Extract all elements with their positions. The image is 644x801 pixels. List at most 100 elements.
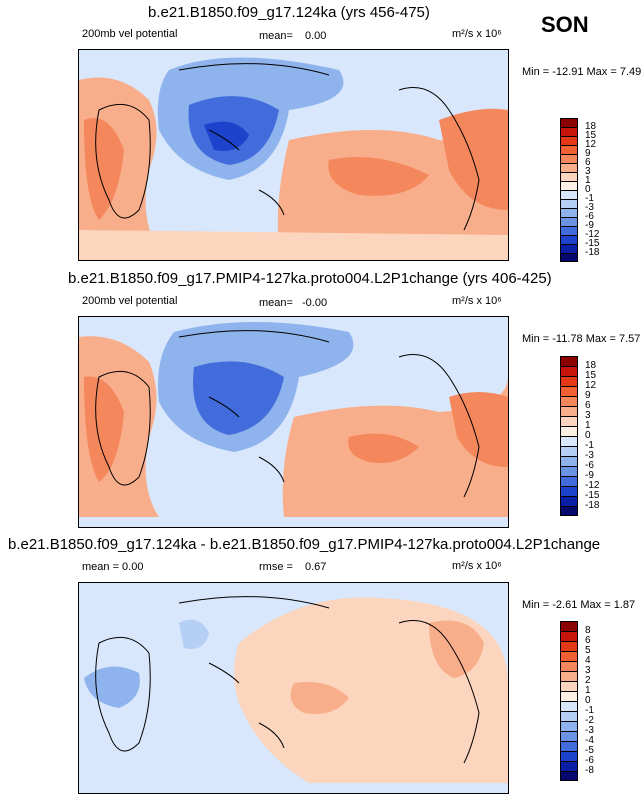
color-swatch — [560, 172, 578, 181]
panel-1-units: m²/s x 10⁶ — [452, 28, 502, 40]
panel-2-map-svg — [79, 317, 508, 527]
panel-2-minmax: Min = -11.78 Max = 7.57 — [522, 333, 641, 345]
colorbar-tick-label: 3 — [585, 166, 591, 177]
maritime-negative-center — [204, 121, 249, 151]
color-swatch — [560, 118, 578, 127]
color-swatch — [560, 217, 578, 226]
panel-1-minmax: Min = -12.91 Max = 7.49 — [522, 66, 642, 78]
colorbar-tick-label: 12 — [585, 380, 597, 391]
southern-positive-band — [79, 230, 508, 260]
colorbar-tick-label: -9 — [585, 220, 594, 231]
maritime-negative-core — [193, 361, 284, 435]
color-swatch — [560, 761, 578, 771]
panel-2-field-label: 200mb vel potential — [82, 295, 178, 307]
colorbar-tick-label: -5 — [585, 745, 594, 756]
coastlines — [95, 63, 480, 231]
colorbar-tick-label: -15 — [585, 238, 600, 249]
colorbar-tick-label: 0 — [585, 430, 591, 441]
colorbar-tick-label: -1 — [585, 193, 594, 204]
panel-2-map — [78, 316, 509, 528]
color-swatch — [560, 145, 578, 154]
colorbar-tick-label: -12 — [585, 229, 600, 240]
color-swatch — [560, 426, 578, 436]
colorbar-tick-label: 4 — [585, 655, 591, 666]
color-swatch — [560, 163, 578, 172]
color-swatch — [560, 731, 578, 741]
color-swatch — [560, 751, 578, 761]
colorbar-tick-label: 9 — [585, 148, 591, 159]
colorbar-tick-label: 8 — [585, 625, 591, 636]
colorbar-tick-label: -6 — [585, 460, 594, 471]
color-swatch — [560, 681, 578, 691]
colorbar-tick-label: 1 — [585, 175, 591, 186]
color-swatch — [560, 711, 578, 721]
colorbar-tick-label: 1 — [585, 420, 591, 431]
colorbar-tick-label: 6 — [585, 400, 591, 411]
colorbar-tick-label: -6 — [585, 755, 594, 766]
color-swatch — [560, 631, 578, 641]
color-swatch — [560, 386, 578, 396]
color-swatch — [560, 208, 578, 217]
panel-3-units: m²/s x 10⁶ — [452, 560, 502, 572]
color-swatch — [560, 456, 578, 466]
panel-3-minmax: Min = -2.61 Max = 1.87 — [522, 599, 636, 611]
color-swatch — [560, 506, 578, 516]
colorbar-tick-label: 1 — [585, 685, 591, 696]
colorbar-tick-label: 15 — [585, 130, 597, 141]
color-swatch — [560, 771, 578, 781]
coastlines — [95, 330, 480, 498]
pacific-positive-core — [348, 433, 419, 463]
color-swatch — [560, 416, 578, 426]
colorbar-tick-label: -6 — [585, 211, 594, 222]
color-swatch — [560, 253, 578, 262]
atlantic-positive-core — [439, 108, 508, 210]
color-swatch — [560, 446, 578, 456]
color-swatch — [560, 661, 578, 671]
panel-1-field-label: 200mb vel potential — [82, 28, 178, 40]
panel-3-rmse-value: 0.67 — [305, 561, 327, 573]
colorbar-tick-label: 18 — [585, 360, 597, 371]
color-swatch — [560, 190, 578, 199]
panel-1-map-svg — [79, 50, 508, 260]
color-swatch — [560, 181, 578, 190]
colorbar-tick-label: -3 — [585, 202, 594, 213]
africa-positive-core — [84, 118, 124, 220]
colorbar-tick-label: 9 — [585, 390, 591, 401]
colorbar-tick-label: 3 — [585, 410, 591, 421]
color-swatch — [560, 235, 578, 244]
panel-1-mean-value: 0.00 — [305, 30, 327, 42]
panel-2-title: b.e21.B1850.f09_g17.PMIP4-127ka.proto004… — [68, 270, 552, 287]
color-swatch — [560, 366, 578, 376]
pacific-positive-core — [328, 157, 429, 196]
color-swatch — [560, 651, 578, 661]
atlantic-positive-core — [449, 392, 508, 467]
coastlines — [95, 596, 480, 764]
color-swatch — [560, 136, 578, 145]
colorbar-tick-label: -3 — [585, 450, 594, 461]
colorbar-tick-label: 6 — [585, 635, 591, 646]
color-swatch — [560, 154, 578, 163]
color-swatch — [560, 356, 578, 366]
colorbar-tick-label: 18 — [585, 121, 597, 132]
panel-3-colorbar — [560, 621, 578, 781]
color-swatch — [560, 486, 578, 496]
color-swatch — [560, 496, 578, 506]
colorbar-tick-label: 5 — [585, 645, 591, 656]
colorbar-tick-label: 2 — [585, 675, 591, 686]
panel-2-colorbar — [560, 356, 578, 516]
color-swatch — [560, 199, 578, 208]
panel-3-map-svg — [79, 583, 508, 793]
panel-3-rmse-label: rmse = — [259, 561, 293, 573]
color-swatch — [560, 436, 578, 446]
colorbar-tick-label: -4 — [585, 735, 594, 746]
color-swatch — [560, 671, 578, 681]
color-swatch — [560, 127, 578, 136]
color-swatch — [560, 244, 578, 253]
color-swatch — [560, 641, 578, 651]
color-swatch — [560, 741, 578, 751]
asia-negative-difference — [179, 619, 209, 649]
africa-positive-core — [84, 376, 124, 482]
color-swatch — [560, 721, 578, 731]
panel-2-mean-value: -0.00 — [302, 297, 328, 309]
panel-1-colorbar — [560, 118, 578, 262]
